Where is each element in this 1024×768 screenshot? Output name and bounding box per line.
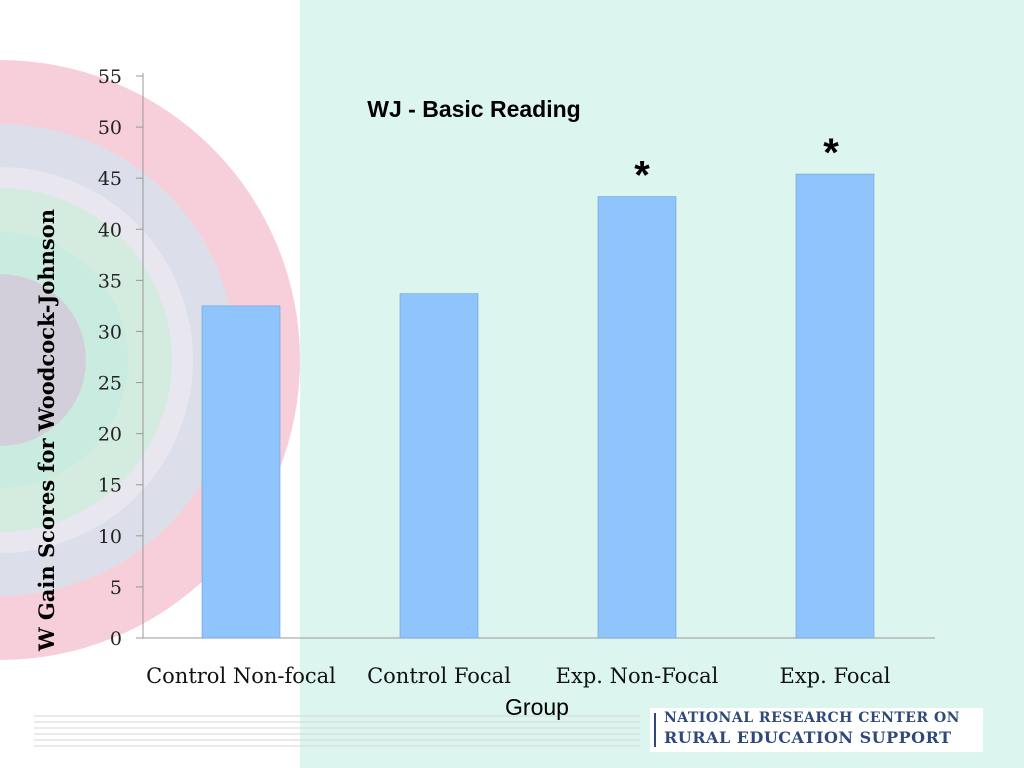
significance-marker: * — [823, 131, 839, 175]
y-tick-label: 55 — [98, 66, 122, 88]
y-tick-label: 40 — [98, 219, 122, 241]
y-tick-label: 25 — [98, 373, 122, 395]
category-label: Control Focal — [367, 664, 511, 688]
y-tick-label: 30 — [98, 321, 122, 343]
y-tick-label: 50 — [98, 117, 122, 139]
y-axis-label: W Gain Scores for Woodcock-Johnson — [34, 209, 59, 652]
y-tick-label: 5 — [110, 577, 122, 599]
bar — [399, 293, 479, 639]
significance-marker: * — [634, 154, 650, 198]
category-label: Control Non-focal — [146, 664, 336, 688]
y-tick-label: 15 — [98, 475, 122, 497]
logo-divider — [654, 713, 656, 747]
category-label: Exp. Focal — [779, 664, 890, 688]
y-tick-label: 0 — [110, 628, 122, 650]
bar — [795, 173, 875, 639]
x-axis-label: Group — [505, 694, 569, 720]
logo-line-1: NATIONAL RESEARCH CENTER ON — [664, 710, 960, 726]
chart-title: WJ - Basic Reading — [367, 96, 580, 122]
y-tick-label: 45 — [98, 168, 122, 190]
category-label: Exp. Non-Focal — [556, 664, 719, 688]
y-tick-label: 10 — [98, 526, 122, 548]
nrcres-logo: NATIONAL RESEARCH CENTER ON RURAL EDUCAT… — [650, 708, 983, 752]
bar — [597, 196, 677, 639]
y-tick-label: 20 — [98, 424, 122, 446]
y-tick-label: 35 — [98, 270, 122, 292]
logo-line-2: RURAL EDUCATION SUPPORT — [664, 728, 952, 747]
bar — [201, 305, 281, 639]
